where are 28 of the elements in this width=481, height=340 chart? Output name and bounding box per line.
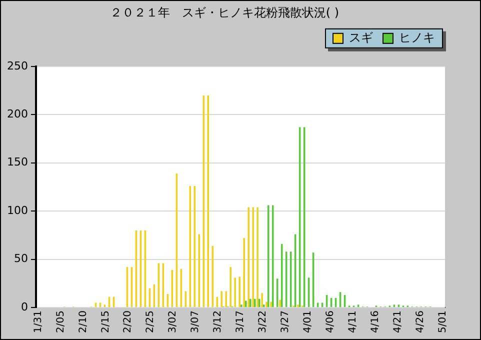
x-tick-label: 3/27	[280, 310, 292, 334]
x-tick-label: 4/06	[324, 310, 336, 334]
y-tick-label: 250	[6, 59, 28, 72]
legend-label: スギ	[349, 30, 373, 45]
x-tick-label: 5/01	[437, 310, 448, 334]
y-tick-label: 150	[6, 156, 28, 169]
y-tick-label: 200	[6, 107, 28, 120]
x-tick-label: 4/16	[370, 310, 381, 334]
x-tick-label: 2/15	[100, 310, 112, 334]
x-tick-label: 2/20	[122, 310, 134, 334]
x-tick-label: 3/17	[235, 310, 246, 334]
x-tick-label: 4/21	[392, 310, 404, 334]
x-tick-label: 2/10	[78, 310, 89, 334]
x-tick-label: 4/11	[347, 310, 358, 334]
x-tick-label: 4/01	[302, 310, 314, 334]
y-tick-label: 0	[20, 300, 28, 314]
chart-title: ２０２１年 スギ・ヒノキ花粉飛散状況( )	[110, 5, 340, 20]
x-tick-label: 1/31	[32, 310, 44, 334]
legend-label: ヒノキ	[399, 30, 435, 45]
y-tick-label: 50	[14, 252, 28, 266]
y-tick-label: 100	[6, 204, 28, 217]
x-tick-label: 3/07	[190, 310, 202, 334]
x-tick-label: 2/05	[55, 310, 66, 334]
x-tick-label: 3/22	[258, 310, 269, 334]
x-tick-label: 3/12	[212, 310, 224, 334]
x-tick-label: 2/25	[145, 310, 156, 334]
x-tick-label: 3/02	[168, 310, 179, 334]
x-tick-label: 4/26	[414, 310, 426, 334]
